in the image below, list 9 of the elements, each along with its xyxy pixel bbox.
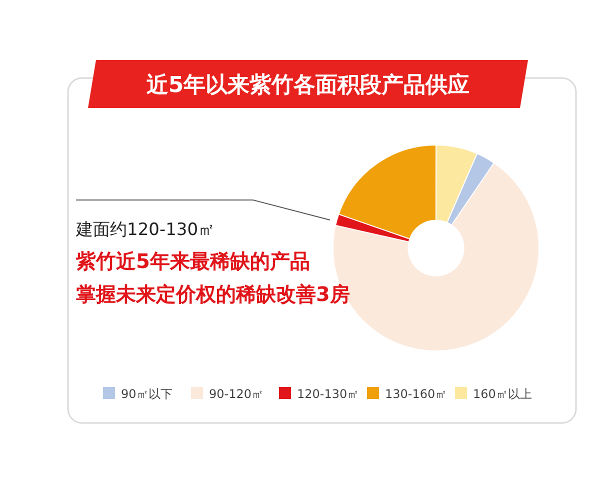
text: 紫竹近5年来最稀缺的产品 bbox=[75, 249, 310, 273]
legend-label: 90㎡以下 bbox=[121, 387, 172, 401]
chart-title: 近5年以来紫竹各面积段产品供应 bbox=[145, 72, 470, 98]
legend-label: 120-130㎡ bbox=[297, 387, 360, 401]
text: 建面约120-130㎡ bbox=[75, 220, 216, 240]
legend-label: 90-120㎡ bbox=[209, 387, 264, 401]
legend-label: 160㎡以上 bbox=[473, 387, 532, 401]
legend-label: 130-160㎡ bbox=[385, 387, 448, 401]
text: 掌握未来定价权的稀缺改善3房 bbox=[76, 282, 350, 306]
